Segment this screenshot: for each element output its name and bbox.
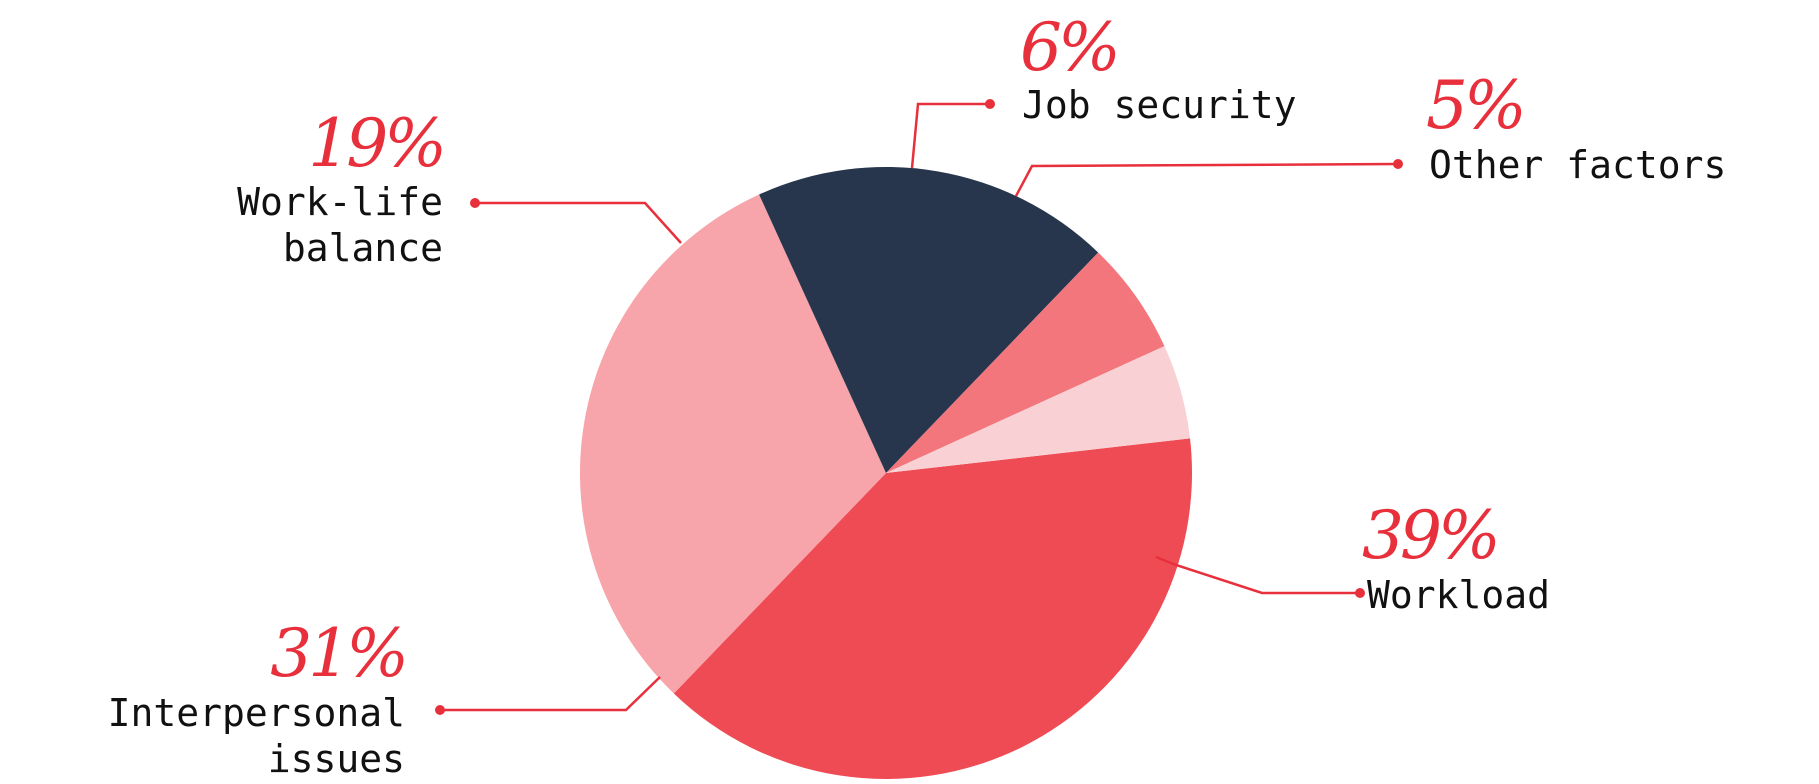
- slice-interpersonal-issues: [579, 194, 886, 694]
- category-label-line: Job security: [1022, 83, 1297, 127]
- slice-labels: 39%Workload 31%Interpersonal issues 19%Work…: [108, 9, 1727, 781]
- category-label-line: Workload: [1367, 573, 1550, 617]
- leader-lines: [435, 99, 1403, 715]
- leader-dot-workload: [1355, 588, 1365, 598]
- category-label-line: Work-life: [237, 180, 443, 224]
- slice-other-factors: [886, 346, 1191, 473]
- percent-label-job-security: 6%: [1020, 9, 1117, 86]
- slice-workload: [673, 438, 1192, 779]
- category-label-line: issues: [268, 737, 405, 781]
- leader-dot-job-security: [985, 99, 995, 109]
- percent-label-interpersonal-issues: 31%: [270, 615, 405, 692]
- category-label-line: Interpersonal: [108, 691, 405, 735]
- leader-line-other-factors: [1014, 162, 1399, 197]
- category-label-interpersonal-issues: Interpersonal issues: [108, 691, 405, 781]
- leader-dot-work-life-balance: [470, 198, 480, 208]
- leader-dot-other-factors: [1393, 159, 1403, 169]
- pie-slices: [579, 166, 1192, 779]
- percent-label-other-factors: 5%: [1426, 67, 1523, 144]
- category-label-line: balance: [283, 226, 443, 270]
- leader-line-workload: [1155, 555, 1360, 595]
- category-label-line: Other factors: [1429, 143, 1726, 187]
- leader-line-interpersonal-issues: [440, 676, 661, 712]
- leader-line-job-security: [910, 102, 990, 169]
- percent-label-work-life-balance: 19%: [308, 105, 443, 182]
- leader-dot-interpersonal-issues: [435, 705, 445, 715]
- slice-work-life-balance: [759, 166, 1099, 473]
- slice-job-security: [886, 252, 1165, 473]
- category-label-other-factors: Other factors: [1429, 143, 1726, 187]
- category-label-work-life-balance: Work-life balance: [237, 180, 443, 270]
- leader-line-work-life-balance: [475, 201, 682, 244]
- percent-label-workload: 39%: [1362, 497, 1497, 574]
- category-label-job-security: Job security: [1022, 83, 1297, 127]
- category-label-workload: Workload: [1367, 573, 1550, 617]
